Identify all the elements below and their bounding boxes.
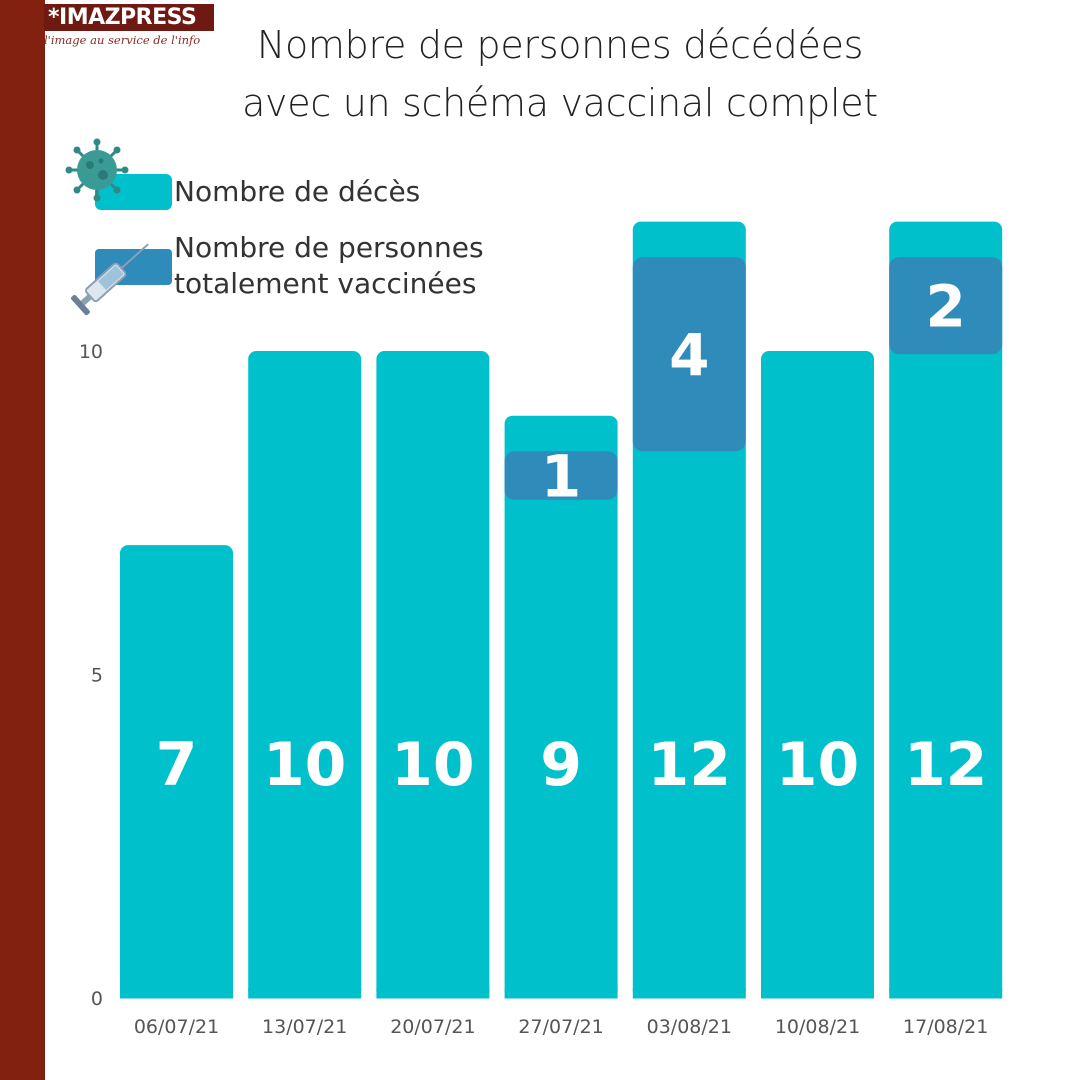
bar-vaccinated [889,257,1003,355]
chart-title-line-2: avec un schéma vaccinal complet [242,81,878,125]
bar-deaths-base [761,988,874,999]
bar-deaths-label: 10 [263,730,347,800]
bar-deaths-label: 12 [904,730,988,800]
bar-deaths [120,545,233,999]
imazpress-logo: *IMAZPRESS l'image au service de l'info [44,4,214,48]
bar-deaths-label: 9 [540,730,582,800]
bar-vaccinated [632,257,746,452]
legend-label-deaths: Nombre de décès [174,175,421,208]
bar-deaths-label: 10 [391,730,475,800]
bar-vaccinated-label: 4 [669,321,709,389]
virus-icon [65,138,129,202]
logo-box: *IMAZPRESS [44,4,214,31]
legend-swatch-deaths [95,174,172,210]
y-tick-label: 0 [91,988,103,1010]
chart-title: Nombre de personnes décédées avec un sch… [210,16,910,132]
bar-deaths-base [248,988,362,999]
bar-deaths-base [376,988,490,999]
legend-label-vaccinated-line-2: totalement vaccinées [174,267,477,300]
x-tick-label: 06/07/21 [134,1016,219,1038]
bar-deaths [761,351,874,999]
bar-deaths-label: 12 [648,730,732,800]
bar-deaths-label: 10 [776,730,860,800]
logo-text: *IMAZPRESS [48,5,197,30]
x-tick-label: 13/07/21 [262,1016,347,1038]
bar-deaths-base [889,988,1003,999]
bar-vaccinated [504,451,618,500]
x-tick-label: 20/07/21 [390,1016,475,1038]
logo-tagline: l'image au service de l'info [44,33,201,47]
bar-vaccinated-label: 1 [541,443,581,511]
x-tick-label: 17/08/21 [903,1016,988,1038]
x-tick-label: 27/07/21 [518,1016,603,1038]
left-stripe [0,0,45,1080]
legend-label-vaccinated-line-1: Nombre de personnes [174,231,484,264]
bar-deaths-label: 7 [156,730,198,800]
x-tick-label: 10/08/21 [775,1016,860,1038]
y-tick-label: 10 [79,341,103,363]
bar-deaths-base [120,988,233,999]
bar-vaccinated-label: 2 [926,273,966,341]
bar-deaths [376,351,490,999]
syringe-icon [71,243,149,316]
bar-deaths [248,351,362,999]
bar-deaths-base [504,988,618,999]
y-tick-label: 5 [91,665,103,687]
bar-deaths-base [632,988,746,999]
bar-deaths [889,221,1003,999]
chart-title-line-1: Nombre de personnes décédées [256,23,864,67]
x-tick-label: 03/08/21 [647,1016,732,1038]
bar-deaths [504,415,618,999]
legend-label-vaccinated: Nombre de personnes totalement vaccinées [174,230,484,302]
